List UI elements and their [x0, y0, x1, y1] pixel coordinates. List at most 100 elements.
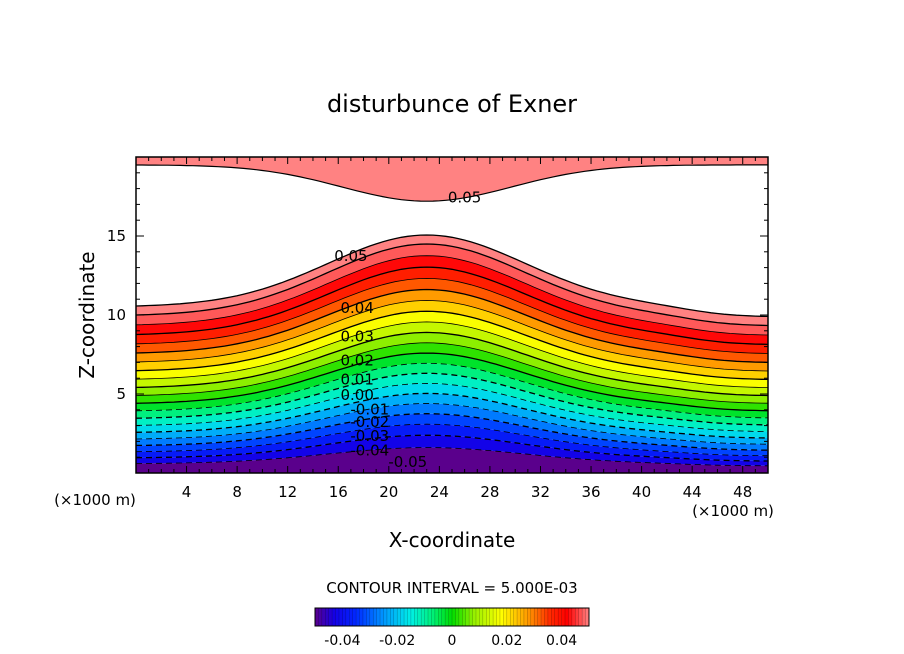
x-tick-label: 24: [430, 483, 449, 501]
colorbar-ticks: -0.04 -0.02 0 0.02 0.04: [324, 633, 577, 649]
colorbar-segment: [328, 608, 333, 626]
contour-lines: [136, 164, 768, 467]
contour-line: [136, 362, 768, 419]
colorbar-segment: [376, 608, 381, 626]
colorbar-segment: [383, 608, 388, 626]
colorbar-segment: [332, 608, 336, 626]
x-tick-label: 36: [581, 483, 600, 501]
z-axis-unit-right: (×1000 m): [692, 502, 774, 520]
contour-line: [136, 331, 768, 397]
colorbar-segment: [356, 608, 360, 626]
colorbar-segment: [352, 608, 357, 626]
contour-line: [136, 403, 768, 445]
colorbar-segment: [338, 608, 343, 626]
colorbar-segment: [520, 608, 525, 626]
y-axis-label: Z-coordinate: [75, 251, 99, 378]
contour-band: [136, 353, 768, 418]
colorbar-segment: [489, 608, 494, 626]
contour-band: [136, 300, 768, 380]
colorbar-segment: [496, 608, 501, 626]
contour-band: [136, 393, 768, 445]
colorbar-segment: [513, 608, 518, 626]
colorbar-segment: [506, 608, 511, 626]
colorbar-segment: [568, 608, 573, 626]
x-tick-label: 40: [632, 483, 651, 501]
colorbar-segment: [380, 608, 384, 626]
colorbar-segment: [551, 608, 556, 626]
contour-label: 0.01: [340, 370, 373, 388]
colorbar-segment: [366, 608, 371, 626]
contour-label: -0.03: [350, 427, 389, 445]
contour-band: [136, 289, 768, 371]
chart-title: disturbunce of Exner: [327, 90, 577, 118]
contour-line: [136, 243, 768, 327]
colorbar-segment: [345, 608, 350, 626]
contour-line: [136, 342, 768, 404]
colorbar-segment: [575, 608, 580, 626]
colorbar-segment: [441, 608, 446, 626]
contour-labels: 0.050.050.040.030.020.010.00-0.01-0.02-0…: [334, 189, 481, 472]
colorbar-segment: [321, 608, 326, 626]
x-axis-ticks: 4 8 12 16 20 24 28 32 36 40 44 48: [148, 157, 756, 501]
colorbar-segment: [445, 608, 449, 626]
colorbar-segment: [544, 608, 549, 626]
contour-line: [136, 234, 768, 318]
contour-label: 0.05: [334, 247, 367, 265]
contour-band: [136, 321, 768, 396]
contour-line: [136, 300, 768, 372]
colorbar-segment: [534, 608, 538, 626]
colorbar-tick-label: 0: [448, 633, 457, 649]
colorbar-segment: [558, 608, 562, 626]
colorbar-segment: [342, 608, 347, 626]
colorbar-segment: [482, 608, 487, 626]
contour-line: [136, 434, 768, 462]
contour-label: -0.01: [350, 400, 389, 418]
colorbar-segment: [421, 608, 425, 626]
x-tick-label: 4: [182, 483, 192, 501]
contour-label: 0.00: [340, 386, 373, 404]
colorbar-segment: [424, 608, 429, 626]
colorbar-segment: [561, 608, 566, 626]
contour-line: [136, 266, 768, 346]
colorbar-segment: [578, 608, 583, 626]
colorbar-segment: [527, 608, 532, 626]
y-tick-label: 15: [107, 227, 126, 245]
contour-line: [136, 447, 768, 467]
contour-line: [136, 288, 768, 364]
colorbar-segment: [390, 608, 395, 626]
contour-line: [136, 382, 768, 432]
colorbar-segment: [585, 608, 590, 626]
colorbar-segment: [325, 608, 329, 626]
colorbar-segment: [373, 608, 377, 626]
colorbar-segment: [530, 608, 535, 626]
colorbar-segment: [400, 608, 405, 626]
contour-label: -0.04: [350, 441, 389, 459]
colorbar-segment: [335, 608, 340, 626]
contour-band: [136, 332, 768, 404]
colorbar-segment: [486, 608, 490, 626]
contour-band: [136, 373, 768, 432]
colorbar-segment: [393, 608, 398, 626]
colorbar-segment: [315, 608, 319, 626]
x-tick-label: 48: [733, 483, 752, 501]
x-tick-label: 12: [278, 483, 297, 501]
contour-band: [136, 447, 768, 473]
colorbar-segment: [318, 608, 323, 626]
contour-line: [136, 321, 768, 388]
colorbar-segment: [469, 608, 473, 626]
colorbar-segment: [417, 608, 422, 626]
x-axis-label: X-coordinate: [389, 528, 516, 552]
contour-line: [136, 277, 768, 354]
colorbar-segment: [407, 608, 412, 626]
contour-band: [136, 363, 768, 425]
colorbar-tick-label: -0.04: [324, 633, 360, 649]
colorbar-segment: [499, 608, 504, 626]
colorbar-segment: [452, 608, 456, 626]
contour-line: [136, 255, 768, 336]
contour-band: [136, 403, 768, 451]
colorbar-segment: [386, 608, 391, 626]
colorbar-segment: [448, 608, 453, 626]
colorbar-segment: [547, 608, 552, 626]
x-tick-label: 8: [232, 483, 242, 501]
